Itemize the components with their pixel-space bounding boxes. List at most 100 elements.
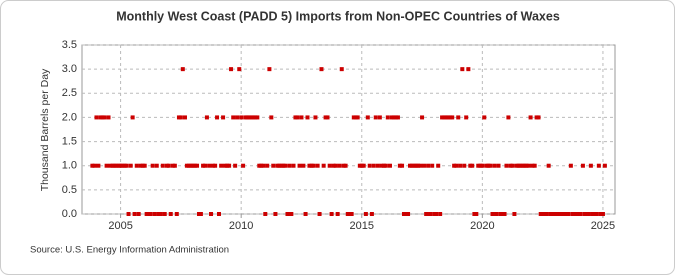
data-point	[466, 67, 471, 72]
data-point	[379, 163, 384, 168]
data-point	[237, 67, 242, 72]
data-point	[158, 212, 163, 216]
data-point	[361, 163, 366, 168]
data-point	[136, 212, 141, 216]
data-point	[470, 163, 475, 168]
data-point	[506, 115, 511, 120]
data-point	[329, 212, 334, 216]
data-point	[395, 115, 400, 120]
data-point	[464, 115, 469, 120]
data-point	[96, 163, 101, 168]
data-point	[415, 163, 420, 168]
data-point	[317, 212, 322, 216]
data-point	[428, 212, 433, 216]
data-point	[349, 212, 354, 216]
data-point	[178, 115, 183, 120]
data-point	[223, 163, 228, 168]
data-point	[319, 67, 324, 72]
data-point	[568, 163, 573, 168]
data-point	[418, 163, 423, 168]
data-point	[253, 115, 258, 120]
data-point	[265, 163, 270, 168]
data-point	[424, 212, 429, 216]
data-point	[454, 163, 459, 168]
data-point	[421, 163, 426, 168]
data-point	[299, 115, 304, 120]
data-point	[337, 163, 342, 168]
data-point	[490, 212, 495, 216]
data-point	[440, 115, 445, 120]
data-point	[602, 163, 607, 168]
data-point	[207, 163, 212, 168]
data-point	[504, 163, 509, 168]
data-point	[420, 115, 425, 120]
data-point	[269, 115, 274, 120]
data-point	[536, 115, 541, 120]
data-point	[594, 212, 599, 216]
data-point	[409, 163, 414, 168]
data-point	[542, 212, 547, 216]
data-point	[560, 212, 565, 216]
data-point	[375, 163, 380, 168]
data-point	[148, 212, 153, 216]
data-point	[198, 212, 203, 216]
data-point	[600, 212, 605, 216]
data-point	[355, 115, 360, 120]
data-point	[462, 163, 467, 168]
y-tick-label: 3.0	[62, 63, 77, 75]
data-point	[261, 163, 266, 168]
data-point	[233, 163, 238, 168]
data-point	[566, 212, 571, 216]
data-point	[367, 163, 372, 168]
data-point	[172, 163, 177, 168]
data-point	[371, 163, 376, 168]
data-point	[195, 163, 200, 168]
data-point	[321, 163, 326, 168]
data-point	[311, 163, 316, 168]
data-point	[510, 163, 515, 168]
data-point	[526, 163, 531, 168]
data-point	[285, 212, 290, 216]
data-point	[297, 163, 302, 168]
data-point	[162, 212, 167, 216]
data-point	[588, 163, 593, 168]
data-point	[584, 212, 589, 216]
data-point	[255, 115, 260, 120]
data-point	[180, 67, 185, 72]
data-point	[590, 212, 595, 216]
data-point	[120, 163, 125, 168]
data-point	[391, 115, 396, 120]
data-point	[166, 163, 171, 168]
data-point	[210, 163, 215, 168]
data-point	[480, 163, 485, 168]
data-point	[331, 163, 336, 168]
data-point	[144, 212, 149, 216]
data-point	[532, 163, 537, 168]
data-point	[154, 163, 159, 168]
data-point	[138, 163, 143, 168]
data-point	[363, 212, 368, 216]
data-point	[400, 163, 405, 168]
data-point	[482, 115, 487, 120]
data-point	[397, 163, 402, 168]
data-point	[315, 163, 320, 168]
data-point	[289, 212, 294, 216]
data-point	[215, 115, 220, 120]
data-point	[128, 163, 133, 168]
data-point	[106, 115, 111, 120]
y-tick-label: 1.0	[62, 160, 77, 172]
data-point	[494, 212, 499, 216]
data-point	[406, 212, 411, 216]
data-point	[241, 163, 246, 168]
y-tick-label: 0.0	[62, 208, 77, 220]
data-point	[231, 115, 236, 120]
data-point	[458, 163, 463, 168]
data-point	[219, 163, 224, 168]
data-point	[460, 67, 465, 72]
data-point	[303, 212, 308, 216]
data-point	[273, 212, 278, 216]
data-point	[373, 115, 378, 120]
